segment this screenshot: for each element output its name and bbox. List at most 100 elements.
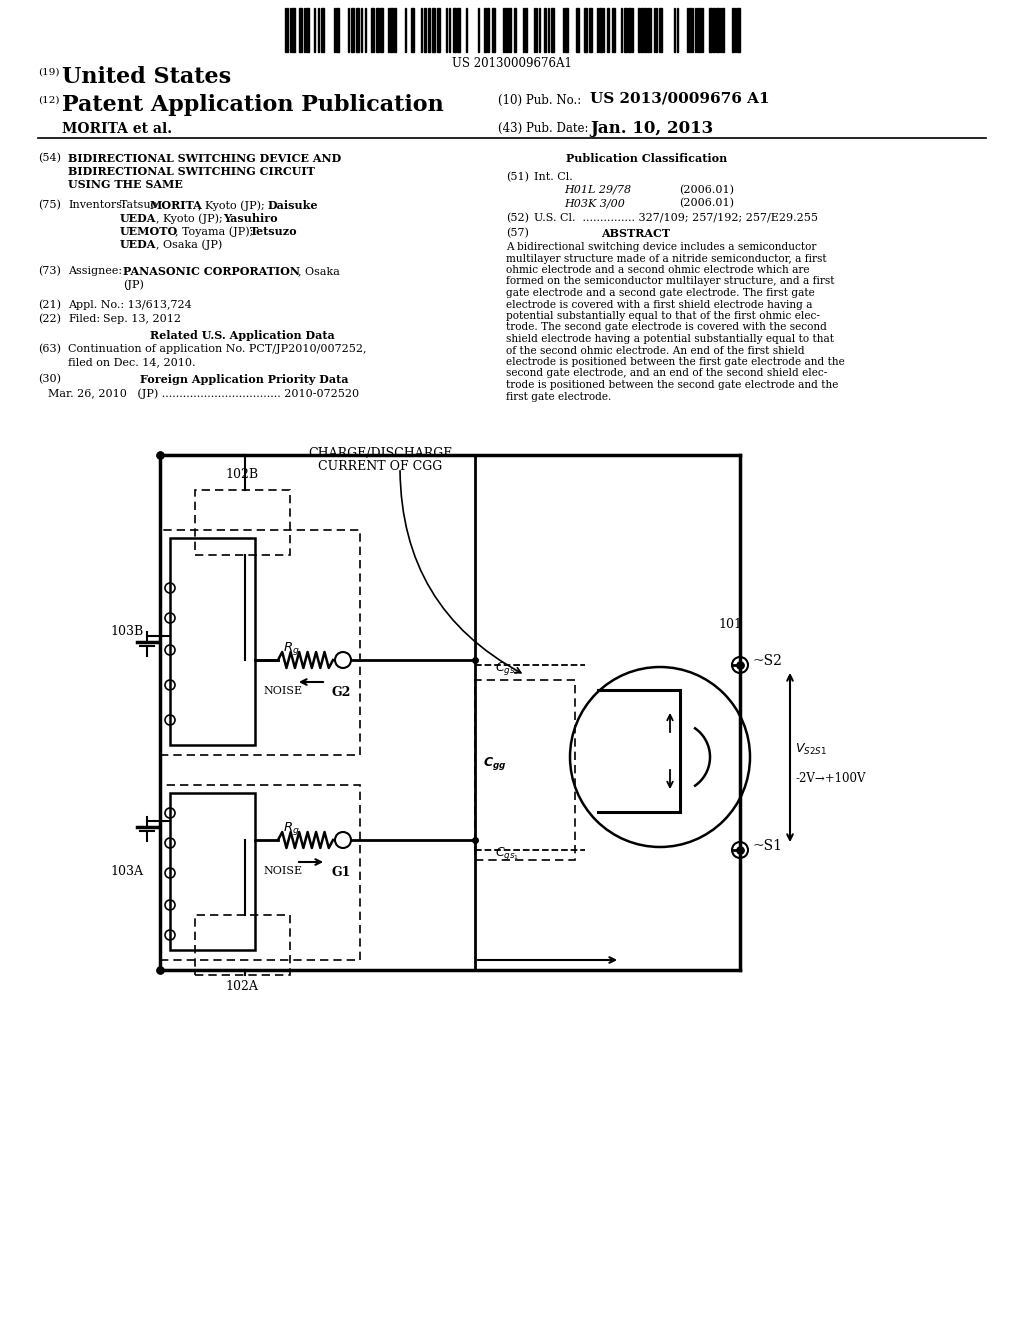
Bar: [624, 8, 627, 51]
Text: H03K 3/00: H03K 3/00: [564, 198, 625, 209]
Text: (22): (22): [38, 314, 61, 325]
Bar: [457, 8, 460, 51]
Bar: [589, 8, 592, 51]
Bar: [411, 8, 414, 51]
Text: PANASONIC CORPORATION: PANASONIC CORPORATION: [123, 267, 300, 277]
Text: UEDA: UEDA: [120, 239, 157, 249]
Text: (21): (21): [38, 300, 61, 310]
Text: , Kyoto (JP);: , Kyoto (JP);: [198, 201, 268, 211]
Bar: [737, 8, 740, 51]
Text: CURRENT OF CGG: CURRENT OF CGG: [317, 459, 442, 473]
Text: $C_{gs_1}$: $C_{gs_1}$: [495, 845, 519, 862]
Text: (57): (57): [506, 228, 528, 239]
Bar: [607, 8, 609, 51]
Text: (19): (19): [38, 69, 59, 77]
Text: Tetsuzo: Tetsuzo: [250, 226, 298, 238]
Text: G1: G1: [331, 866, 350, 879]
Text: 103B: 103B: [110, 624, 143, 638]
Text: gate electrode and a second gate electrode. The first gate: gate electrode and a second gate electro…: [506, 288, 815, 298]
Bar: [551, 8, 554, 51]
Bar: [160, 531, 360, 755]
Bar: [544, 8, 546, 51]
Text: $\bfit{C}_{gg}$: $\bfit{C}_{gg}$: [483, 755, 507, 772]
Bar: [428, 8, 430, 51]
Text: Mar. 26, 2010   (JP) .................................. 2010-072520: Mar. 26, 2010 (JP) .....................…: [48, 388, 359, 399]
Bar: [424, 8, 426, 51]
Bar: [575, 8, 579, 51]
Bar: [628, 8, 631, 51]
Bar: [713, 8, 715, 51]
Text: (43) Pub. Date:: (43) Pub. Date:: [498, 121, 589, 135]
Text: ~S1: ~S1: [752, 840, 782, 853]
Text: ABSTRACT: ABSTRACT: [601, 228, 670, 239]
Text: trode is positioned between the second gate electrode and the: trode is positioned between the second g…: [506, 380, 839, 389]
Text: (JP): (JP): [123, 279, 144, 289]
Bar: [722, 8, 724, 51]
Text: Jan. 10, 2013: Jan. 10, 2013: [590, 120, 714, 137]
Bar: [475, 680, 575, 861]
Bar: [299, 8, 302, 51]
Text: 103A: 103A: [110, 865, 143, 878]
Bar: [644, 8, 646, 51]
Text: Inventors:: Inventors:: [68, 201, 126, 210]
Bar: [160, 785, 360, 960]
Bar: [599, 8, 602, 51]
Text: MORITA: MORITA: [150, 201, 203, 211]
Text: Sep. 13, 2012: Sep. 13, 2012: [103, 314, 181, 323]
Text: Foreign Application Priority Data: Foreign Application Priority Data: [140, 374, 348, 385]
Text: A bidirectional switching device includes a semiconductor: A bidirectional switching device include…: [506, 242, 816, 252]
Text: 102B: 102B: [225, 469, 258, 480]
Text: , Toyama (JP);: , Toyama (JP);: [175, 226, 257, 236]
Bar: [506, 8, 508, 51]
Bar: [195, 915, 290, 975]
Bar: [336, 8, 339, 51]
Text: trode. The second gate electrode is covered with the second: trode. The second gate electrode is cove…: [506, 322, 826, 333]
Text: , Osaka (JP): , Osaka (JP): [156, 239, 222, 249]
Bar: [292, 8, 295, 51]
Text: formed on the semiconductor multilayer structure, and a first: formed on the semiconductor multilayer s…: [506, 276, 835, 286]
Text: (2006.01): (2006.01): [679, 185, 734, 195]
Text: H01L 29/78: H01L 29/78: [564, 185, 631, 195]
Text: -2V→+100V: -2V→+100V: [795, 772, 865, 785]
Text: Patent Application Publication: Patent Application Publication: [62, 94, 443, 116]
Text: , Osaka: , Osaka: [298, 267, 340, 276]
Bar: [453, 8, 456, 51]
Bar: [487, 8, 489, 51]
Text: (10) Pub. No.:: (10) Pub. No.:: [498, 94, 582, 107]
Text: CHARGE/DISCHARGE: CHARGE/DISCHARGE: [308, 447, 453, 459]
Text: $V_{S2S1}$: $V_{S2S1}$: [795, 742, 827, 758]
Bar: [380, 8, 383, 51]
Bar: [321, 8, 324, 51]
Bar: [716, 8, 719, 51]
Text: (51): (51): [506, 172, 529, 182]
Bar: [659, 8, 662, 51]
Bar: [638, 8, 640, 51]
Text: United States: United States: [62, 66, 231, 88]
Text: second gate electrode, and an end of the second shield elec-: second gate electrode, and an end of the…: [506, 368, 827, 379]
Text: shield electrode having a potential substantially equal to that: shield electrode having a potential subs…: [506, 334, 834, 345]
Bar: [612, 8, 615, 51]
Text: Continuation of application No. PCT/JP2010/007252,: Continuation of application No. PCT/JP20…: [68, 345, 367, 354]
Text: NOISE: NOISE: [263, 866, 302, 876]
Text: Daisuke: Daisuke: [268, 201, 318, 211]
Text: G2: G2: [331, 686, 350, 700]
Text: 102A: 102A: [225, 979, 258, 993]
Text: (54): (54): [38, 153, 61, 164]
Text: Tatsuo: Tatsuo: [120, 201, 161, 210]
Text: (75): (75): [38, 201, 60, 210]
Bar: [584, 8, 587, 51]
Text: Yasuhiro: Yasuhiro: [223, 213, 278, 224]
Text: , Kyoto (JP);: , Kyoto (JP);: [156, 213, 226, 223]
Text: (52): (52): [506, 213, 529, 223]
Bar: [371, 8, 374, 51]
Bar: [525, 8, 527, 51]
Bar: [394, 8, 396, 51]
Bar: [306, 8, 309, 51]
Text: (2006.01): (2006.01): [679, 198, 734, 209]
Text: electrode is positioned between the first gate electrode and the: electrode is positioned between the firs…: [506, 356, 845, 367]
Bar: [170, 539, 255, 744]
Bar: [195, 490, 290, 554]
Bar: [509, 8, 511, 51]
Text: USING THE SAME: USING THE SAME: [68, 180, 183, 190]
Text: filed on Dec. 14, 2010.: filed on Dec. 14, 2010.: [68, 356, 196, 367]
